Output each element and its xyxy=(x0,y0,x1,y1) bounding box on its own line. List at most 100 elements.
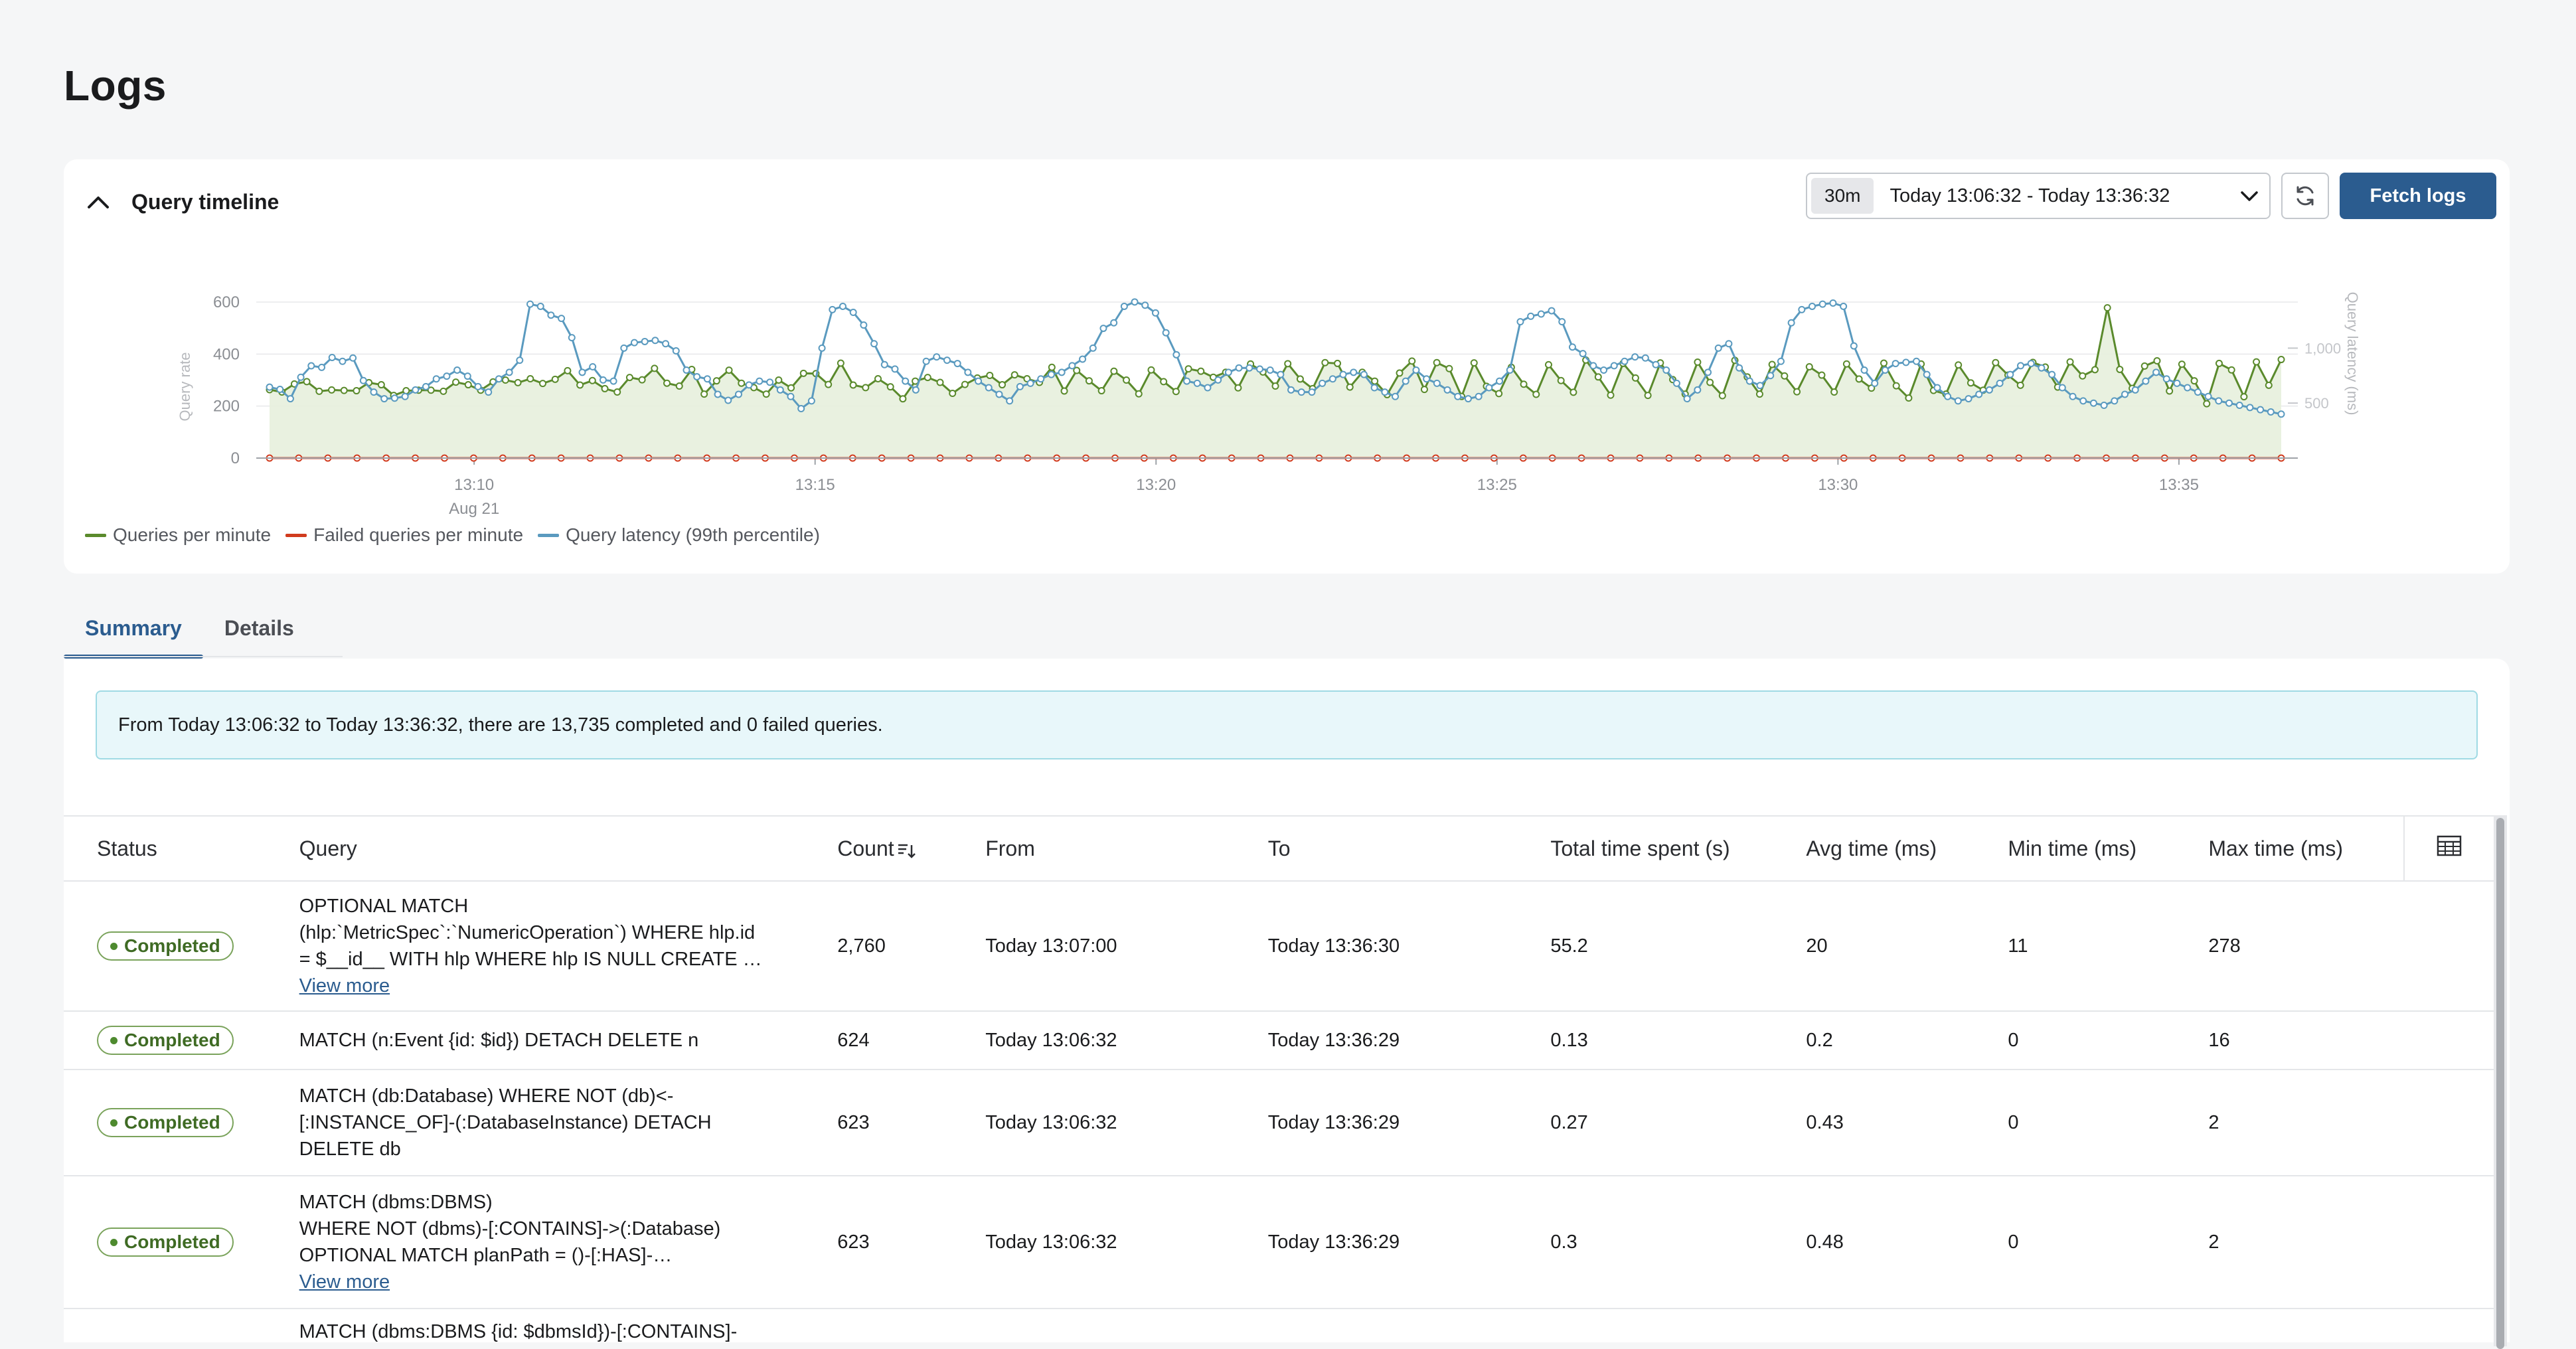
point-qpm xyxy=(1905,394,1913,402)
point-qpm xyxy=(949,389,957,397)
total-time-cell: 0.3 xyxy=(1550,1175,1807,1309)
point-latency xyxy=(2079,397,2087,405)
point-latency xyxy=(776,386,784,394)
x-tick-label: 13:30 xyxy=(1818,476,1858,494)
legend-swatch-latency xyxy=(538,533,560,537)
point-qpm xyxy=(1631,374,1639,382)
time-range-picker[interactable]: 30m Today 13:06:32 - Today 13:36:32 xyxy=(1806,173,2271,219)
point-latency xyxy=(870,340,878,348)
collapse-timeline-button[interactable] xyxy=(84,187,113,216)
point-qpm xyxy=(1607,391,1615,399)
point-latency xyxy=(1818,300,1826,308)
point-latency xyxy=(485,388,493,396)
point-latency xyxy=(630,339,638,347)
point-qpm xyxy=(924,374,931,382)
table-row[interactable]: Completed MATCH (db:Database) WHERE NOT … xyxy=(64,1069,2494,1176)
point-qpm xyxy=(1097,387,1105,395)
point-qpm xyxy=(999,381,1006,389)
point-latency xyxy=(1641,354,1649,362)
legend-item-latency[interactable]: Query latency (99th percentile) xyxy=(538,524,820,546)
point-latency xyxy=(1068,362,1076,370)
point-latency xyxy=(1860,366,1868,374)
view-more-link[interactable]: View more xyxy=(299,1271,390,1293)
point-latency xyxy=(1016,382,1024,390)
point-latency xyxy=(547,311,555,319)
point-latency xyxy=(2111,397,2119,405)
point-qpm xyxy=(849,381,857,389)
max-time-cell: 16 xyxy=(2208,1010,2405,1070)
status-badge: Completed xyxy=(97,931,234,961)
point-latency xyxy=(1777,357,1785,365)
point-qpm xyxy=(353,387,361,395)
column-header-count-label: Count xyxy=(837,836,894,860)
point-latency xyxy=(1996,379,2004,387)
status-dot xyxy=(110,1238,118,1246)
point-latency xyxy=(1829,299,1837,307)
point-latency xyxy=(880,360,888,368)
timeline-title: Query timeline xyxy=(131,190,280,214)
point-latency xyxy=(2173,379,2181,387)
point-latency xyxy=(1496,377,1504,385)
point-qpm xyxy=(1532,390,1540,398)
table-scrollbar[interactable] xyxy=(2494,815,2507,1349)
point-qpm xyxy=(638,376,646,384)
legend-item-failed[interactable]: Failed queries per minute xyxy=(285,524,523,546)
tab-summary[interactable]: Summary xyxy=(64,597,203,659)
table-row[interactable]: Completed MATCH (n:Event {id: $id}) DETA… xyxy=(64,1010,2494,1070)
legend-item-qpm[interactable]: Queries per minute xyxy=(85,524,271,546)
table-row[interactable]: Completed OPTIONAL MATCH (hlp:`MetricSpe… xyxy=(64,880,2494,1011)
fetch-logs-button[interactable]: Fetch logs xyxy=(2340,173,2496,219)
point-latency xyxy=(568,334,576,342)
point-qpm xyxy=(2277,356,2285,364)
column-header-to[interactable]: To xyxy=(1267,836,1291,860)
point-latency xyxy=(2089,399,2097,407)
point-latency xyxy=(2048,370,2056,378)
point-qpm xyxy=(1992,358,2000,366)
point-qpm xyxy=(576,381,584,389)
column-header-avg-time[interactable]: Avg time (ms) xyxy=(1806,836,1937,860)
point-qpm xyxy=(303,378,311,386)
column-header-min-time[interactable]: Min time (ms) xyxy=(2008,836,2137,860)
column-header-status[interactable]: Status xyxy=(97,836,157,860)
table-settings-button[interactable] xyxy=(2403,817,2494,881)
point-qpm xyxy=(377,381,385,389)
table-row[interactable]: Completed MATCH (dbms:DBMS) WHERE NOT (d… xyxy=(64,1175,2494,1309)
point-qpm xyxy=(2091,366,2099,374)
point-qpm xyxy=(862,384,870,392)
view-more-link[interactable]: View more xyxy=(299,975,390,996)
point-qpm xyxy=(1433,358,1441,366)
column-header-from[interactable]: From xyxy=(985,836,1035,860)
column-header-max-time[interactable]: Max time (ms) xyxy=(2208,836,2343,860)
point-latency xyxy=(1548,307,1556,315)
point-qpm xyxy=(2066,358,2074,366)
point-qpm xyxy=(1495,390,1503,398)
point-latency xyxy=(2277,410,2285,418)
point-qpm xyxy=(1880,359,1888,367)
point-latency xyxy=(339,357,347,365)
column-header-total-time[interactable]: Total time spent (s) xyxy=(1550,836,1730,860)
point-latency xyxy=(1443,386,1451,394)
table-row[interactable]: MATCH (dbms:DBMS {id: $dbmsId})-[:CONTAI… xyxy=(64,1308,2494,1348)
point-latency xyxy=(2267,408,2275,416)
point-latency xyxy=(1902,358,1910,366)
point-qpm xyxy=(2253,358,2261,366)
column-header-count[interactable]: Count xyxy=(837,817,985,881)
point-latency xyxy=(2100,402,2108,409)
point-qpm xyxy=(1694,358,1702,366)
point-qpm xyxy=(1346,383,1354,391)
point-latency xyxy=(317,363,325,371)
point-qpm xyxy=(799,369,807,377)
point-latency xyxy=(1037,375,1045,383)
count-cell: 624 xyxy=(837,1010,986,1070)
tab-details[interactable]: Details xyxy=(224,615,294,640)
avg-time-cell: 0.48 xyxy=(1806,1175,2008,1309)
point-qpm xyxy=(1781,372,1789,380)
point-qpm xyxy=(427,386,435,394)
point-qpm xyxy=(787,384,795,392)
table-scrollbar-thumb[interactable] xyxy=(2496,818,2504,1349)
point-latency xyxy=(1120,302,1128,310)
column-header-query[interactable]: Query xyxy=(299,836,357,860)
point-qpm xyxy=(2190,377,2198,385)
point-latency xyxy=(860,321,868,329)
refresh-button[interactable] xyxy=(2281,173,2329,219)
